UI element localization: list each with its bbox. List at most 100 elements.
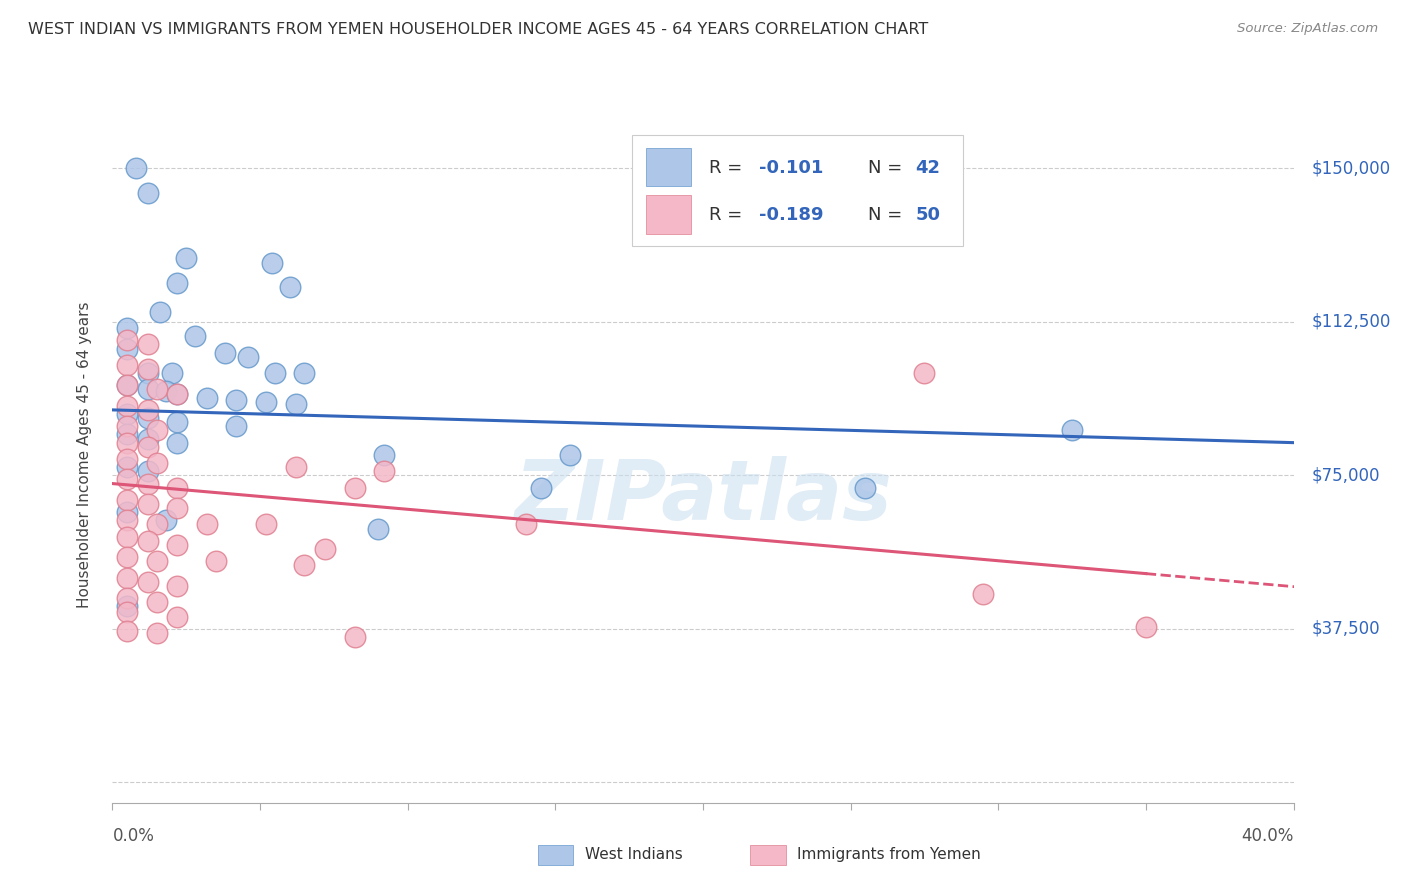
- Point: [146, 517, 169, 532]
- Text: R =: R =: [709, 159, 748, 177]
- Point: [117, 513, 138, 527]
- Point: [225, 392, 247, 407]
- Point: [117, 334, 138, 348]
- Point: [117, 530, 138, 544]
- Point: [136, 186, 159, 200]
- Point: [117, 473, 138, 487]
- Point: [149, 304, 172, 318]
- Point: [160, 366, 183, 380]
- Point: [117, 407, 138, 421]
- Y-axis label: Householder Income Ages 45 - 64 years: Householder Income Ages 45 - 64 years: [77, 301, 91, 608]
- Point: [136, 533, 159, 548]
- Point: [214, 345, 236, 359]
- Point: [373, 448, 395, 462]
- Point: [146, 383, 169, 397]
- Point: [117, 342, 138, 356]
- Point: [117, 550, 138, 565]
- Text: R =: R =: [709, 206, 748, 224]
- Text: -0.189: -0.189: [758, 206, 823, 224]
- Text: -0.101: -0.101: [758, 159, 823, 177]
- Point: [136, 440, 159, 454]
- Point: [166, 481, 188, 495]
- Point: [166, 609, 188, 624]
- FancyBboxPatch shape: [647, 195, 692, 234]
- Point: [278, 280, 301, 294]
- Point: [260, 255, 283, 269]
- Point: [155, 513, 177, 527]
- Point: [146, 554, 169, 568]
- Text: 0.0%: 0.0%: [112, 827, 155, 845]
- Point: [284, 397, 307, 411]
- Point: [117, 452, 138, 467]
- Point: [292, 366, 315, 380]
- Point: [973, 587, 995, 601]
- Point: [166, 276, 188, 290]
- Point: [136, 476, 159, 491]
- Point: [117, 378, 138, 392]
- Text: $112,500: $112,500: [1312, 313, 1391, 331]
- Point: [117, 492, 138, 507]
- Point: [117, 591, 138, 606]
- Point: [914, 366, 936, 380]
- Point: [136, 337, 159, 351]
- Point: [254, 394, 277, 409]
- Point: [166, 579, 188, 593]
- Point: [195, 517, 218, 532]
- Point: [343, 481, 366, 495]
- FancyBboxPatch shape: [537, 845, 574, 865]
- Point: [529, 481, 551, 495]
- Point: [254, 517, 277, 532]
- Point: [166, 415, 188, 429]
- Point: [155, 384, 177, 399]
- Text: N =: N =: [869, 206, 908, 224]
- Point: [146, 423, 169, 437]
- Point: [136, 411, 159, 425]
- Point: [205, 554, 228, 568]
- Point: [238, 350, 260, 364]
- Point: [117, 624, 138, 638]
- Text: ZIPatlas: ZIPatlas: [515, 456, 891, 537]
- Point: [117, 427, 138, 442]
- Point: [117, 378, 138, 392]
- Point: [174, 252, 197, 266]
- Point: [166, 386, 188, 401]
- Point: [373, 464, 395, 478]
- FancyBboxPatch shape: [647, 148, 692, 186]
- Point: [225, 419, 247, 434]
- Text: 40.0%: 40.0%: [1241, 827, 1294, 845]
- Point: [117, 419, 138, 434]
- Point: [117, 399, 138, 413]
- Point: [136, 403, 159, 417]
- Point: [117, 505, 138, 519]
- FancyBboxPatch shape: [751, 845, 786, 865]
- Text: $75,000: $75,000: [1312, 467, 1379, 484]
- Point: [136, 497, 159, 511]
- Point: [166, 386, 188, 401]
- Point: [146, 595, 169, 609]
- Point: [166, 538, 188, 552]
- Point: [184, 329, 207, 343]
- Point: [117, 571, 138, 585]
- FancyBboxPatch shape: [633, 135, 963, 246]
- Point: [117, 599, 138, 614]
- Point: [195, 391, 218, 405]
- Text: Immigrants from Yemen: Immigrants from Yemen: [797, 847, 981, 863]
- Point: [264, 366, 287, 380]
- Point: [117, 358, 138, 372]
- Point: [117, 321, 138, 335]
- Point: [117, 606, 138, 620]
- Text: West Indians: West Indians: [585, 847, 683, 863]
- Text: $150,000: $150,000: [1312, 160, 1391, 178]
- Point: [166, 501, 188, 516]
- Point: [314, 542, 336, 557]
- Point: [292, 558, 315, 573]
- Point: [117, 460, 138, 475]
- Point: [136, 366, 159, 380]
- Point: [146, 626, 169, 640]
- Text: $37,500: $37,500: [1312, 620, 1379, 638]
- Point: [166, 435, 188, 450]
- Point: [284, 460, 307, 475]
- Point: [1062, 423, 1084, 437]
- Text: 50: 50: [915, 206, 941, 224]
- Point: [125, 161, 148, 176]
